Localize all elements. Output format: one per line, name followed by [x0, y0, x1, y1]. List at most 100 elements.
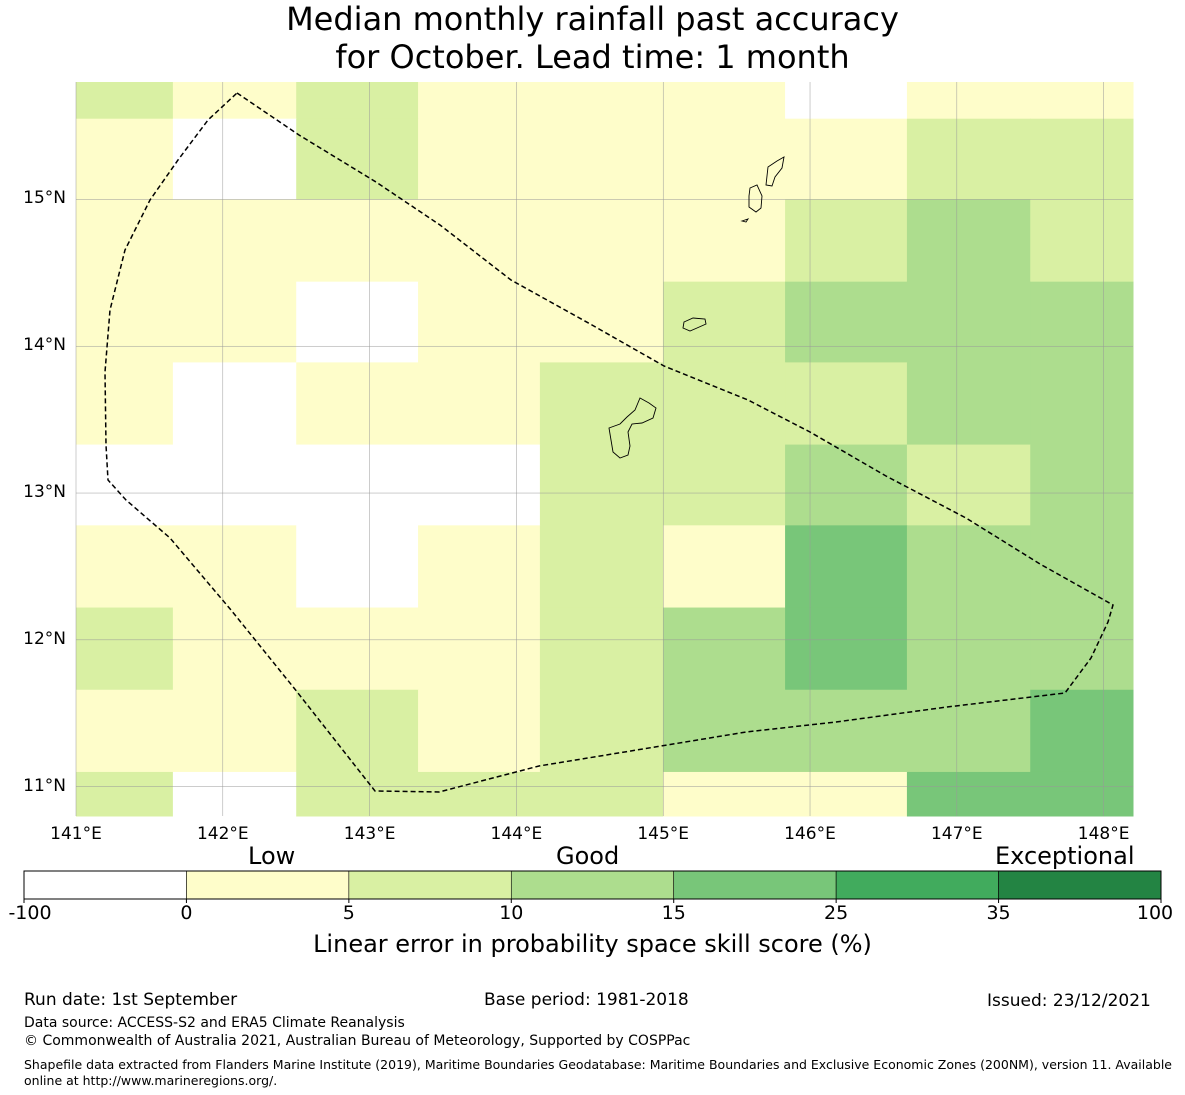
- category-low: Low: [248, 842, 296, 870]
- grid-cell: [1030, 444, 1134, 526]
- title-line-2: for October. Lead time: 1 month: [335, 38, 850, 76]
- grid-cell: [663, 281, 786, 363]
- grid-cell: [906, 82, 1031, 120]
- shapefile-credit: Shapefile data extracted from Flanders M…: [24, 1057, 1172, 1088]
- colorbar-swatch: [835, 870, 999, 900]
- category-good: Good: [556, 842, 620, 870]
- island-aguijan: [740, 218, 750, 223]
- grid-cell: [785, 525, 908, 609]
- grid-cell: [906, 525, 1031, 609]
- grid-cell: [539, 281, 664, 363]
- island-guam: [608, 397, 657, 459]
- grid-cell: [785, 689, 908, 773]
- colorbar: [23, 870, 1162, 903]
- grid-cell: [663, 689, 786, 773]
- grid-cell: [785, 118, 908, 200]
- grid-cell: [296, 118, 419, 200]
- grid-cell: [418, 82, 541, 120]
- lon-label: 143°E: [343, 824, 396, 844]
- base-period: Base period: 1981-2018: [484, 990, 689, 1010]
- grid-cell: [172, 199, 297, 283]
- lat-label: 11°N: [23, 775, 66, 796]
- grid-cell: [76, 771, 174, 817]
- colorbar-swatch: [186, 870, 350, 900]
- grid-cell: [1030, 771, 1134, 817]
- lat-label: 12°N: [23, 628, 66, 649]
- grid-cell: [1030, 607, 1134, 691]
- grid-cell: [1030, 281, 1134, 363]
- grid-cell: [785, 771, 908, 817]
- grid-cell: [296, 199, 419, 283]
- lon-label: 148°E: [1077, 824, 1130, 844]
- grid-cell: [906, 118, 1031, 200]
- grid-cell: [418, 771, 541, 817]
- grid-cell: [1030, 199, 1134, 283]
- run-date: Run date: 1st September: [24, 990, 238, 1010]
- grid-cell: [785, 281, 908, 363]
- eez-boundary: [104, 92, 1114, 793]
- lon-label: 141°E: [50, 824, 102, 844]
- grid-cell: [418, 689, 541, 773]
- grid-cell: [785, 362, 908, 446]
- grid-cell: [1030, 118, 1134, 200]
- graticule: [75, 82, 1133, 816]
- grid-cell: [663, 525, 786, 609]
- grid-cell: [539, 525, 664, 609]
- colorbar-tick-label: 0: [180, 902, 193, 924]
- grid-cell: [906, 199, 1031, 283]
- grid-cell: [539, 607, 664, 691]
- grid-cell: [172, 771, 297, 817]
- grid-cell: [172, 362, 297, 446]
- grid-cell: [1030, 689, 1134, 773]
- grid-cell: [296, 689, 419, 773]
- grid-cell: [785, 199, 908, 283]
- colorbar-swatch: [998, 870, 1162, 900]
- grid-cell: [172, 118, 297, 200]
- grid-cell: [76, 362, 174, 446]
- grid-cell: [663, 607, 786, 691]
- grid-cell: [172, 281, 297, 363]
- colorbar-swatch: [673, 870, 837, 900]
- grid-cell: [663, 444, 786, 526]
- grid-cell: [296, 281, 419, 363]
- grid-cell: [785, 82, 908, 120]
- grid-cell: [76, 199, 174, 283]
- colorbar-tick-label: 10: [499, 902, 524, 924]
- grid-cell: [418, 607, 541, 691]
- island-saipan: [765, 156, 785, 187]
- grid-cell: [76, 444, 174, 526]
- grid-cell: [418, 199, 541, 283]
- grid-cell: [76, 525, 174, 609]
- island-rota: [682, 317, 707, 332]
- issued-date: Issued: 23/12/2021: [987, 991, 1151, 1011]
- category-exceptional: Exceptional: [995, 842, 1135, 870]
- grid-cell: [172, 82, 297, 120]
- grid-cell: [76, 82, 174, 120]
- skill-grid-cells: [76, 82, 1134, 817]
- grid-cell: [418, 362, 541, 446]
- grid-cell: [418, 525, 541, 609]
- lat-label: 15°N: [23, 188, 66, 209]
- lon-label: 145°E: [637, 824, 690, 844]
- grid-cell: [785, 607, 908, 691]
- lat-label: 14°N: [23, 335, 66, 356]
- grid-cell: [539, 199, 664, 283]
- grid-cell: [663, 82, 786, 120]
- grid-cell: [76, 281, 174, 363]
- colorbar-tick-label: 100: [1136, 902, 1174, 924]
- grid-cell: [76, 118, 174, 200]
- grid-cell: [539, 771, 664, 817]
- colorbar-frame: [23, 870, 1162, 900]
- grid-cell: [906, 689, 1031, 773]
- title-line-1: Median monthly rainfall past accuracy: [286, 0, 899, 38]
- colorbar-tick-label: -100: [8, 902, 52, 924]
- colorbar-swatch: [23, 870, 187, 900]
- grid-cell: [172, 689, 297, 773]
- grid-cell: [296, 525, 419, 609]
- grid-cell: [76, 689, 174, 773]
- grid-cell: [906, 281, 1031, 363]
- grid-cell: [906, 362, 1031, 446]
- grid-cell: [906, 771, 1031, 817]
- grid-cell: [172, 444, 297, 526]
- grid-cell: [539, 689, 664, 773]
